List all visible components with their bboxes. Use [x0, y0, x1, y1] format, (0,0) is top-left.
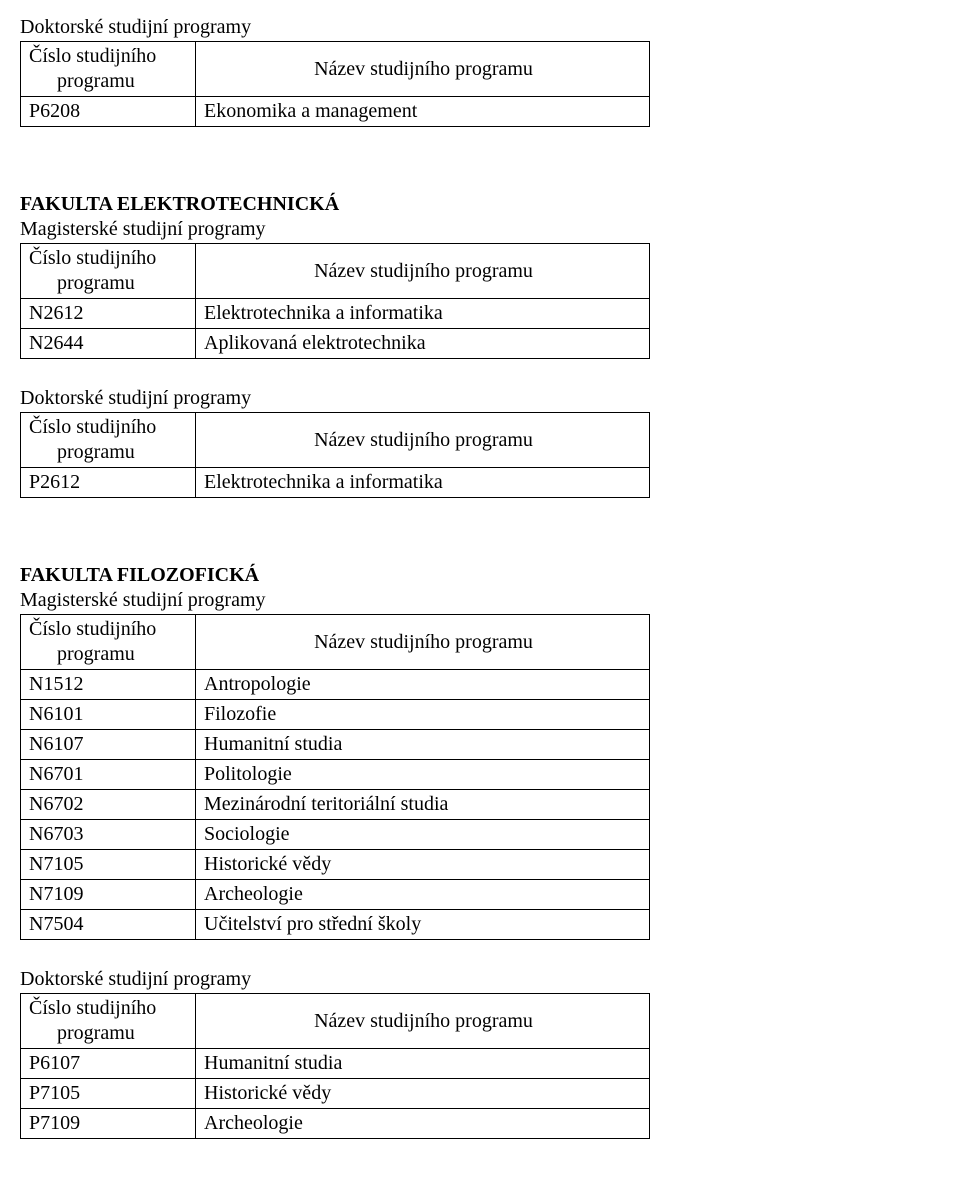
table-row: P2612Elektrotechnika a informatika [21, 468, 650, 498]
program-name: Elektrotechnika a informatika [196, 468, 650, 498]
table-header-row: Číslo studijníhoprogramuNázev studijního… [21, 413, 650, 468]
col-header-code-line2: programu [29, 1021, 189, 1046]
program-name: Elektrotechnika a informatika [196, 299, 650, 329]
program-code: N7504 [21, 910, 196, 940]
spacer [20, 526, 940, 546]
table-header-row: Číslo studijníhoprogramuNázev studijního… [21, 615, 650, 670]
program-code: P7105 [21, 1079, 196, 1109]
table-header-row: Číslo studijníhoprogramuNázev studijního… [21, 244, 650, 299]
program-name: Historické vědy [196, 850, 650, 880]
col-header-name: Název studijního programu [196, 615, 650, 670]
program-name: Humanitní studia [196, 730, 650, 760]
program-name: Mezinárodní teritoriální studia [196, 790, 650, 820]
program-code: N6107 [21, 730, 196, 760]
program-name: Sociologie [196, 820, 650, 850]
col-header-name: Název studijního programu [196, 413, 650, 468]
table-row: N6701Politologie [21, 760, 650, 790]
table-row: N1512Antropologie [21, 670, 650, 700]
doctoral-heading: Doktorské studijní programy [20, 387, 940, 410]
col-header-name: Název studijního programu [196, 244, 650, 299]
table-row: N6101Filozofie [21, 700, 650, 730]
program-name: Filozofie [196, 700, 650, 730]
col-header-code: Číslo studijníhoprogramu [21, 42, 196, 97]
program-code: N6701 [21, 760, 196, 790]
program-table: Číslo studijníhoprogramuNázev studijního… [20, 614, 650, 940]
table-row: N7105Historické vědy [21, 850, 650, 880]
doctoral-heading: Doktorské studijní programy [20, 968, 940, 991]
program-name: Učitelství pro střední školy [196, 910, 650, 940]
program-code: N2644 [21, 329, 196, 359]
program-code: N6702 [21, 790, 196, 820]
faculty-heading: FAKULTA FILOZOFICKÁ [20, 564, 940, 587]
document-root: Doktorské studijní programy Číslo studijn… [20, 16, 940, 1139]
col-header-code-line1: Číslo studijního [29, 617, 189, 642]
col-header-name: Název studijního programu [196, 42, 650, 97]
program-name: Aplikovaná elektrotechnika [196, 329, 650, 359]
col-header-code-line2: programu [29, 440, 189, 465]
table-row: P6107Humanitní studia [21, 1049, 650, 1079]
col-header-code-line2: programu [29, 69, 189, 94]
col-header-code: Číslo studijníhoprogramu [21, 413, 196, 468]
col-header-code-line1: Číslo studijního [29, 246, 189, 271]
table-row: N2644Aplikovaná elektrotechnika [21, 329, 650, 359]
program-code: N7109 [21, 880, 196, 910]
program-table: Číslo studijníhoprogramuNázev studijního… [20, 41, 650, 127]
table-row: N6702Mezinárodní teritoriální studia [21, 790, 650, 820]
program-code: P6107 [21, 1049, 196, 1079]
col-header-code-line1: Číslo studijního [29, 44, 189, 69]
program-code: N7105 [21, 850, 196, 880]
program-code: N6101 [21, 700, 196, 730]
col-header-code-line1: Číslo studijního [29, 996, 189, 1021]
program-code: P7109 [21, 1109, 196, 1139]
program-table: Číslo studijníhoprogramuNázev studijního… [20, 993, 650, 1139]
program-name: Archeologie [196, 880, 650, 910]
table-row: P7109Archeologie [21, 1109, 650, 1139]
program-table: Číslo studijníhoprogramuNázev studijního… [20, 243, 650, 359]
masters-heading: Magisterské studijní programy [20, 589, 940, 612]
col-header-code: Číslo studijníhoprogramu [21, 615, 196, 670]
col-header-code-line2: programu [29, 642, 189, 667]
table-row: P7105Historické vědy [21, 1079, 650, 1109]
program-code: N6703 [21, 820, 196, 850]
masters-heading: Magisterské studijní programy [20, 218, 940, 241]
program-name: Politologie [196, 760, 650, 790]
spacer [20, 155, 940, 175]
program-table: Číslo studijníhoprogramuNázev studijního… [20, 412, 650, 498]
program-name: Ekonomika a management [196, 97, 650, 127]
program-code: P6208 [21, 97, 196, 127]
table-row: N6703Sociologie [21, 820, 650, 850]
program-code: N1512 [21, 670, 196, 700]
table-row: N6107Humanitní studia [21, 730, 650, 760]
col-header-code-line2: programu [29, 271, 189, 296]
program-name: Humanitní studia [196, 1049, 650, 1079]
table-row: N7109Archeologie [21, 880, 650, 910]
program-name: Historické vědy [196, 1079, 650, 1109]
program-name: Archeologie [196, 1109, 650, 1139]
program-code: P2612 [21, 468, 196, 498]
faculty-heading: FAKULTA ELEKTROTECHNICKÁ [20, 193, 940, 216]
program-code: N2612 [21, 299, 196, 329]
program-name: Antropologie [196, 670, 650, 700]
table-header-row: Číslo studijníhoprogramuNázev studijního… [21, 994, 650, 1049]
col-header-code-line1: Číslo studijního [29, 415, 189, 440]
table-row: P6208Ekonomika a management [21, 97, 650, 127]
col-header-code: Číslo studijníhoprogramu [21, 244, 196, 299]
col-header-code: Číslo studijníhoprogramu [21, 994, 196, 1049]
table-header-row: Číslo studijníhoprogramuNázev studijního… [21, 42, 650, 97]
col-header-name: Název studijního programu [196, 994, 650, 1049]
doctoral-heading: Doktorské studijní programy [20, 16, 940, 39]
table-row: N7504Učitelství pro střední školy [21, 910, 650, 940]
table-row: N2612Elektrotechnika a informatika [21, 299, 650, 329]
